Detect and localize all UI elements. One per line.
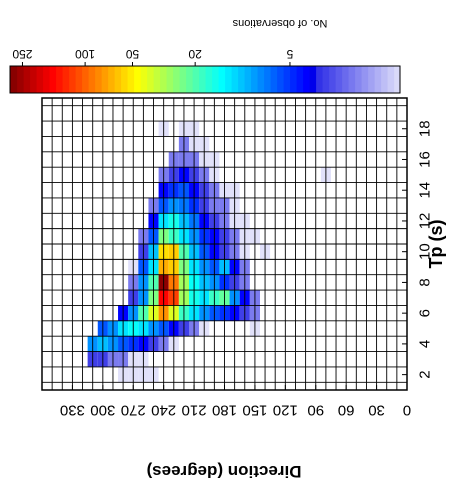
colorbar-tick-label: 100 bbox=[75, 47, 95, 61]
colorbar-segment bbox=[341, 66, 349, 93]
colorbar bbox=[10, 66, 401, 93]
colorbar-segment bbox=[94, 66, 102, 93]
y-tick-label: 210 bbox=[182, 402, 207, 419]
colorbar-segment bbox=[380, 66, 388, 93]
colorbar-segment bbox=[289, 66, 297, 93]
colorbar-segment bbox=[101, 66, 109, 93]
x-tick-label: 4 bbox=[417, 340, 434, 348]
colorbar-tick-label: 50 bbox=[126, 47, 140, 61]
colorbar-tick-label: 5 bbox=[286, 47, 293, 61]
y-tick-label: 300 bbox=[90, 402, 115, 419]
colorbar-segment bbox=[140, 66, 148, 93]
colorbar-segment bbox=[29, 66, 37, 93]
colorbar-segment bbox=[114, 66, 122, 93]
colorbar-segment bbox=[328, 66, 336, 93]
colorbar-segment bbox=[185, 66, 193, 93]
colorbar-segment bbox=[146, 66, 154, 93]
colorbar-segment bbox=[244, 66, 252, 93]
heatmap-grid bbox=[42, 98, 407, 390]
y-tick-label: 60 bbox=[338, 402, 355, 419]
colorbar-label: No. of observations bbox=[232, 17, 327, 29]
y-tick-label: 30 bbox=[368, 402, 385, 419]
colorbar-segment bbox=[224, 66, 232, 93]
colorbar-segment bbox=[107, 66, 115, 93]
colorbar-segment bbox=[322, 66, 330, 93]
colorbar-segment bbox=[68, 66, 76, 93]
colorbar-segment bbox=[205, 66, 213, 93]
x-tick-label: 2 bbox=[417, 370, 434, 378]
colorbar-segment bbox=[42, 66, 50, 93]
y-tick-label: 150 bbox=[242, 402, 267, 419]
colorbar-segment bbox=[276, 66, 284, 93]
colorbar-segment bbox=[16, 66, 24, 93]
colorbar-segment bbox=[218, 66, 226, 93]
y-tick-label: 240 bbox=[151, 402, 176, 419]
colorbar-ticks: 5 20 50 100 250 bbox=[12, 47, 293, 66]
colorbar-segment bbox=[166, 66, 174, 93]
colorbar-segment bbox=[192, 66, 200, 93]
colorbar-segment bbox=[387, 66, 395, 93]
colorbar-segment bbox=[36, 66, 44, 93]
colorbar-segment bbox=[198, 66, 206, 93]
x-axis-ticks: 2 4 6 8 10 12 14 16 18 bbox=[402, 120, 434, 379]
colorbar-segment bbox=[153, 66, 161, 93]
colorbar-segment bbox=[302, 66, 310, 93]
x-tick-label: 6 bbox=[417, 309, 434, 317]
x-tick-label: 8 bbox=[417, 278, 434, 286]
colorbar-frame bbox=[9, 65, 401, 94]
colorbar-segment bbox=[127, 66, 135, 93]
colorbar-segment bbox=[367, 66, 375, 93]
y-tick-label: 270 bbox=[121, 402, 146, 419]
colorbar-segment bbox=[309, 66, 317, 93]
y-axis-label: Direction (degrees) bbox=[147, 462, 302, 481]
colorbar-segment bbox=[88, 66, 96, 93]
y-tick-label: 90 bbox=[307, 402, 324, 419]
colorbar-segment bbox=[55, 66, 63, 93]
x-axis-label: Tp (s) bbox=[426, 220, 446, 269]
x-tick-label: 18 bbox=[417, 120, 434, 137]
x-tick-label: 10 bbox=[417, 243, 434, 260]
colorbar-segment bbox=[75, 66, 83, 93]
colorbar-segment bbox=[335, 66, 343, 93]
colorbar-segment bbox=[354, 66, 362, 93]
colorbar-segment bbox=[133, 66, 141, 93]
colorbar-segment bbox=[283, 66, 291, 93]
x-tick-label: 16 bbox=[417, 151, 434, 168]
colorbar-segment bbox=[179, 66, 187, 93]
colorbar-segment bbox=[374, 66, 382, 93]
colorbar-segment bbox=[49, 66, 57, 93]
colorbar-segment bbox=[62, 66, 70, 93]
y-axis-ticks: 0 30 60 90 120 150 180 210 240 270 300 330 bbox=[60, 385, 411, 419]
colorbar-segment bbox=[348, 66, 356, 93]
colorbar-segment bbox=[315, 66, 323, 93]
y-tick-label: 120 bbox=[273, 402, 298, 419]
colorbar-tick-label: 250 bbox=[12, 47, 32, 61]
colorbar-segment bbox=[120, 66, 128, 93]
colorbar-segment bbox=[23, 66, 31, 93]
colorbar-segment bbox=[81, 66, 89, 93]
colorbar-segment bbox=[159, 66, 167, 93]
colorbar-segment bbox=[250, 66, 258, 93]
y-tick-label: 180 bbox=[212, 402, 237, 419]
colorbar-segment bbox=[237, 66, 245, 93]
y-tick-label: 330 bbox=[60, 402, 85, 419]
y-tick-label: 0 bbox=[403, 402, 411, 419]
x-tick-label: 14 bbox=[417, 182, 434, 199]
colorbar-segment bbox=[10, 66, 18, 93]
colorbar-segment bbox=[231, 66, 239, 93]
colorbar-segment bbox=[296, 66, 304, 93]
colorbar-segment bbox=[211, 66, 219, 93]
colorbar-segment bbox=[172, 66, 180, 93]
colorbar-segment bbox=[270, 66, 278, 93]
colorbar-tick-label: 20 bbox=[188, 47, 202, 61]
colorbar-segment bbox=[393, 66, 401, 93]
colorbar-segment bbox=[257, 66, 265, 93]
colorbar-segment bbox=[263, 66, 271, 93]
x-tick-label: 12 bbox=[417, 213, 434, 230]
colorbar-segment bbox=[361, 66, 369, 93]
